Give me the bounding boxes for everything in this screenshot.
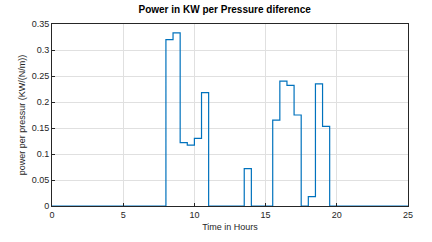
svg-text:0: 0 [44,201,49,211]
svg-text:0.15: 0.15 [32,123,50,133]
svg-text:15: 15 [261,210,271,220]
svg-text:0: 0 [49,210,54,220]
svg-text:0.3: 0.3 [37,45,50,55]
svg-text:0.1: 0.1 [37,149,50,159]
svg-text:Power in KW per Pressure difer: Power in KW per Pressure diference [138,4,311,15]
svg-text:power per pressur (KW/(N/m)): power per pressur (KW/(N/m)) [17,55,27,176]
svg-text:0.25: 0.25 [32,71,50,81]
svg-text:0.2: 0.2 [37,97,50,107]
svg-text:25: 25 [403,210,413,220]
svg-text:5: 5 [121,210,126,220]
svg-text:0.35: 0.35 [32,19,50,29]
svg-text:20: 20 [332,210,342,220]
svg-text:10: 10 [189,210,199,220]
svg-text:Time in Hours: Time in Hours [202,222,258,232]
svg-text:0.05: 0.05 [32,175,50,185]
